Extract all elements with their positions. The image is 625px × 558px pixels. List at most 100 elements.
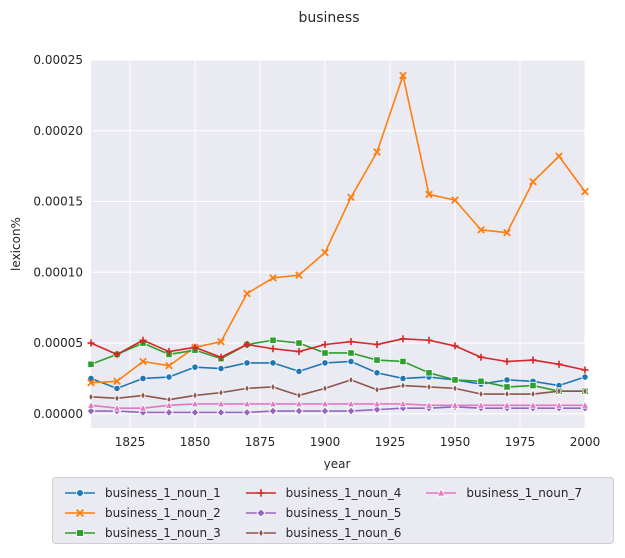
data-point (139, 357, 147, 366)
data-point (556, 386, 562, 396)
data-point (503, 228, 511, 237)
legend-item: business_1_noun_5 (244, 503, 425, 523)
data-point (87, 339, 95, 347)
x-tick-label: 1975 (505, 435, 536, 449)
legend-item: business_1_noun_4 (244, 483, 425, 503)
data-point (139, 336, 147, 344)
x-tick-label: 1850 (180, 435, 211, 449)
data-point (477, 377, 485, 385)
legend-marker (75, 508, 85, 518)
x-tick-label: 1825 (115, 435, 146, 449)
data-point (346, 399, 356, 408)
data-point (581, 187, 589, 196)
data-point (346, 406, 356, 416)
series-layer (86, 71, 590, 417)
data-point (112, 403, 122, 412)
data-point (217, 337, 225, 346)
data-point (243, 340, 251, 349)
data-point (399, 71, 407, 80)
data-point (529, 356, 537, 364)
y-tick-label: 0.00025 (33, 53, 83, 67)
legend-swatch (426, 488, 457, 497)
data-point (321, 248, 329, 257)
data-point (216, 408, 226, 417)
y-axis-label: lexicon% (9, 217, 23, 271)
data-point (372, 399, 382, 408)
data-point (373, 340, 381, 349)
data-point (242, 399, 252, 408)
data-point (451, 376, 459, 384)
data-point (424, 400, 434, 409)
data-point (268, 399, 278, 408)
data-point (294, 406, 304, 416)
x-tick-label: 1950 (440, 435, 471, 449)
data-point (555, 152, 563, 161)
data-point (270, 382, 276, 392)
data-point (243, 359, 251, 367)
legend-marker (436, 488, 446, 497)
data-point (503, 357, 511, 365)
data-point (244, 383, 250, 394)
series-business_1_noun_7 (86, 399, 590, 412)
y-tick-label: 0.00015 (33, 195, 83, 209)
legend-label: business_1_noun_7 (466, 486, 583, 500)
data-point (529, 177, 537, 186)
data-point (426, 382, 432, 392)
data-point (320, 399, 330, 408)
data-point (295, 348, 303, 356)
data-point (373, 356, 381, 364)
data-point (243, 289, 251, 298)
data-point (372, 405, 382, 415)
legend-marker (76, 529, 84, 537)
x-tick-label: 1900 (310, 435, 341, 449)
series-business_1_noun_2 (87, 71, 589, 387)
data-point (347, 357, 355, 366)
data-point (164, 408, 174, 417)
data-point (165, 373, 173, 381)
x-gridlines (129, 60, 586, 428)
data-point (425, 336, 433, 344)
line-chart: 1825 1850 1875 1900 1925 1950 1975 2000 0.00000… (9, 10, 601, 470)
data-point (321, 349, 329, 357)
legend-marker (256, 489, 265, 497)
data-point (502, 400, 512, 409)
legend-swatch (65, 508, 95, 518)
data-point (478, 389, 484, 399)
data-point (165, 348, 173, 356)
data-point (477, 353, 485, 361)
data-point (399, 357, 407, 366)
y-gridlines (91, 59, 585, 415)
plot-area (91, 60, 585, 428)
x-tick-label: 1875 (245, 435, 276, 449)
series-business_1_noun_4 (87, 335, 589, 374)
data-point (373, 148, 381, 156)
data-point (86, 400, 96, 409)
data-point (86, 406, 96, 416)
data-point (504, 389, 510, 399)
chart-legend: business_1_noun_1 business_1_noun_2 busine… (52, 477, 614, 544)
x-tick-labels: 1825 1850 1875 1900 1925 1950 1975 2000 (115, 435, 601, 449)
series-line (90, 403, 585, 409)
data-point (138, 403, 148, 412)
legend-swatch (65, 489, 95, 497)
data-point (114, 393, 120, 403)
data-point (321, 340, 329, 349)
data-point (398, 399, 408, 408)
data-point (374, 385, 380, 395)
series-line (90, 74, 586, 384)
data-point (140, 390, 146, 401)
data-point (139, 374, 147, 383)
data-point (425, 369, 433, 377)
data-point (530, 389, 536, 399)
data-point (113, 377, 121, 386)
data-point (503, 376, 511, 384)
data-point (581, 366, 589, 374)
data-point (216, 399, 226, 408)
y-tick-labels: 0.00000 0.00005 0.00010 0.00015 0.00020 0.000… (33, 53, 83, 421)
series-business_1_noun_6 (88, 375, 588, 405)
y-tick-label: 0.00010 (33, 265, 83, 279)
data-point (164, 400, 174, 409)
data-point (580, 400, 590, 409)
legend-label: business_1_noun_4 (285, 486, 402, 500)
data-point (399, 374, 407, 383)
